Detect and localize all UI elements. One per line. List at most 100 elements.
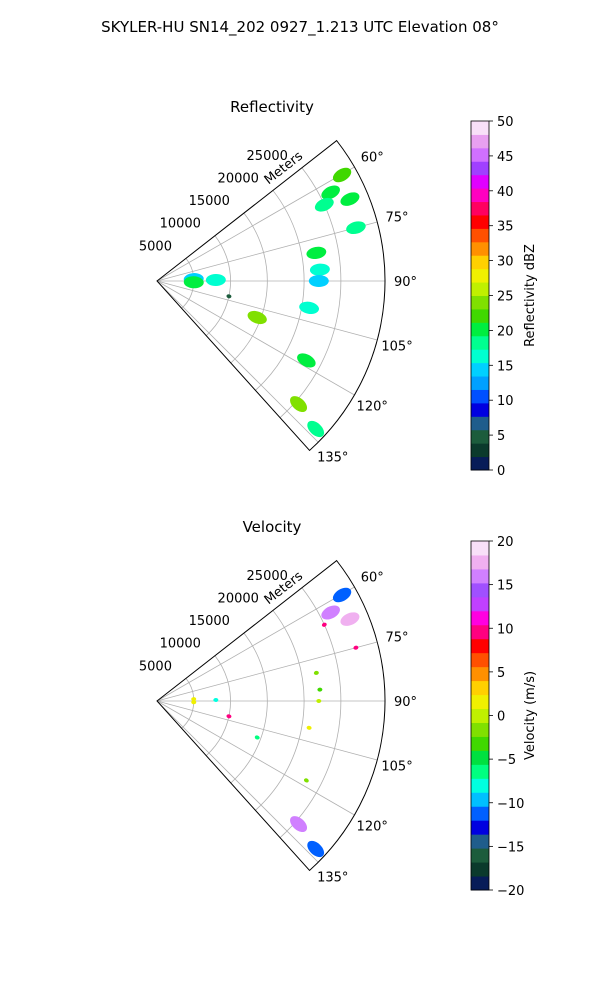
- colorbar-swatch: [471, 708, 489, 723]
- colorbar-swatch: [471, 214, 489, 229]
- colorbar-swatch: [471, 443, 489, 458]
- colorbar-swatch: [471, 376, 489, 390]
- colorbar-swatch: [471, 848, 489, 863]
- radar-echo: [307, 840, 325, 858]
- radar-echo: [191, 697, 197, 702]
- range-ring: [205, 655, 231, 756]
- azimuth-tick-label: 60°: [361, 151, 384, 166]
- colorbar-tick-label: 15: [497, 359, 514, 374]
- colorbar-tick-label: −15: [497, 840, 524, 855]
- range-tick-label: 5000: [139, 239, 172, 254]
- radar-echo: [254, 735, 260, 740]
- azimuth-tick-label: 75°: [386, 211, 409, 226]
- range-tick-label: 15000: [189, 194, 230, 209]
- colorbar-tick-label: 40: [497, 185, 514, 200]
- colorbar-swatch: [471, 268, 489, 283]
- colorbar-swatch: [471, 680, 489, 696]
- colorbar-swatch: [471, 736, 489, 751]
- range-tick-label: 25000: [247, 569, 288, 584]
- range-ring: [279, 587, 342, 838]
- azimuth-tick-label: 105°: [381, 339, 412, 354]
- colorbar-tick-label: 20: [497, 324, 514, 339]
- colorbar-tick-label: −5: [497, 753, 516, 768]
- colorbar-tick-label: 10: [497, 622, 514, 637]
- colorbar-swatch: [471, 188, 489, 203]
- range-ring: [230, 632, 268, 784]
- range-ring: [255, 190, 305, 391]
- radar-echo: [307, 420, 325, 438]
- colorbar-label: Velocity (m/s): [523, 671, 538, 760]
- azimuth-gridline: [156, 700, 355, 816]
- radar-echo: [299, 301, 320, 314]
- range-tick-label: 20000: [218, 171, 259, 186]
- range-tick-label: 25000: [247, 149, 288, 164]
- radar-echo: [332, 167, 352, 183]
- range-ring: [255, 610, 305, 811]
- colorbar-tick-label: 5: [497, 429, 505, 444]
- radar-echo: [321, 185, 340, 200]
- radar-echo: [313, 670, 319, 675]
- colorbar-swatch: [471, 694, 489, 710]
- colorbar-swatch: [471, 429, 489, 444]
- colorbar-swatch: [471, 722, 489, 737]
- radar-echo: [290, 816, 308, 833]
- range-tick-label: 10000: [160, 637, 201, 652]
- panel-title: Velocity: [243, 518, 302, 536]
- azimuth-tick-label: 120°: [357, 399, 388, 414]
- azimuth-tick-label: 60°: [361, 571, 384, 586]
- radar-echo: [213, 697, 219, 702]
- panel-title: Reflectivity: [230, 98, 314, 116]
- azimuth-tick-label: 75°: [386, 631, 409, 646]
- azimuth-gridline: [156, 700, 378, 761]
- colorbar-swatch: [471, 255, 489, 270]
- figure-suptitle: SKYLER-HU SN14_202 0927_1.213 UTC Elevat…: [101, 18, 499, 37]
- radar-echo: [316, 699, 322, 703]
- colorbar-swatch: [471, 389, 489, 404]
- range-ring: [230, 212, 268, 364]
- colorbar-tick-label: 20: [497, 535, 514, 550]
- radar-echo: [309, 263, 330, 276]
- sector-frame: [156, 559, 386, 872]
- radar-echo: [226, 714, 232, 719]
- colorbar-swatch: [471, 228, 489, 243]
- radar-echo: [306, 725, 312, 730]
- range-tick-label: 10000: [160, 217, 201, 232]
- colorbar-tick-label: 50: [497, 115, 514, 130]
- colorbar-tick-label: 25: [497, 290, 514, 305]
- colorbar-swatch: [471, 554, 489, 570]
- velocity-panel: Velocity 5000 10000 15000 20000 25000 60° 75° 90…: [139, 518, 538, 899]
- radar-echo: [353, 645, 359, 650]
- colorbar-swatch: [471, 806, 489, 821]
- radar-echo: [308, 275, 329, 287]
- azimuth-tick-label: 105°: [381, 759, 412, 774]
- colorbar-swatch: [471, 596, 489, 612]
- radar-echo: [247, 310, 267, 325]
- radar-echo: [290, 396, 308, 413]
- azimuth-tick-label: 90°: [394, 695, 417, 710]
- colorbar-swatch: [471, 161, 489, 176]
- colorbar-tick-label: 30: [497, 255, 514, 270]
- azimuth-gridline: [156, 586, 355, 702]
- colorbar-swatch: [471, 610, 489, 626]
- colorbar-swatch: [471, 876, 489, 891]
- azimuth-gridline: [156, 641, 378, 702]
- colorbar-tick-label: 35: [497, 220, 514, 235]
- radar-echo: [297, 353, 316, 368]
- colorbar-tick-label: −20: [497, 884, 524, 899]
- colorbar-swatch: [471, 308, 489, 323]
- colorbar-swatch: [471, 666, 489, 682]
- colorbar-swatch: [471, 820, 489, 835]
- azimuth-gridline: [156, 280, 355, 396]
- azimuth-tick-label: 120°: [357, 819, 388, 834]
- colorbar-swatch: [471, 322, 489, 337]
- radar-echo: [340, 192, 360, 206]
- azimuth-gridline: [156, 221, 378, 282]
- colorbar-swatch: [471, 568, 489, 584]
- azimuth-tick-label: 135°: [317, 451, 348, 466]
- range-ring: [205, 235, 231, 336]
- radar-echo: [321, 605, 340, 620]
- radar-echo: [306, 246, 327, 260]
- colorbar-tick-label: 10: [497, 394, 514, 409]
- colorbar-swatch: [471, 241, 489, 256]
